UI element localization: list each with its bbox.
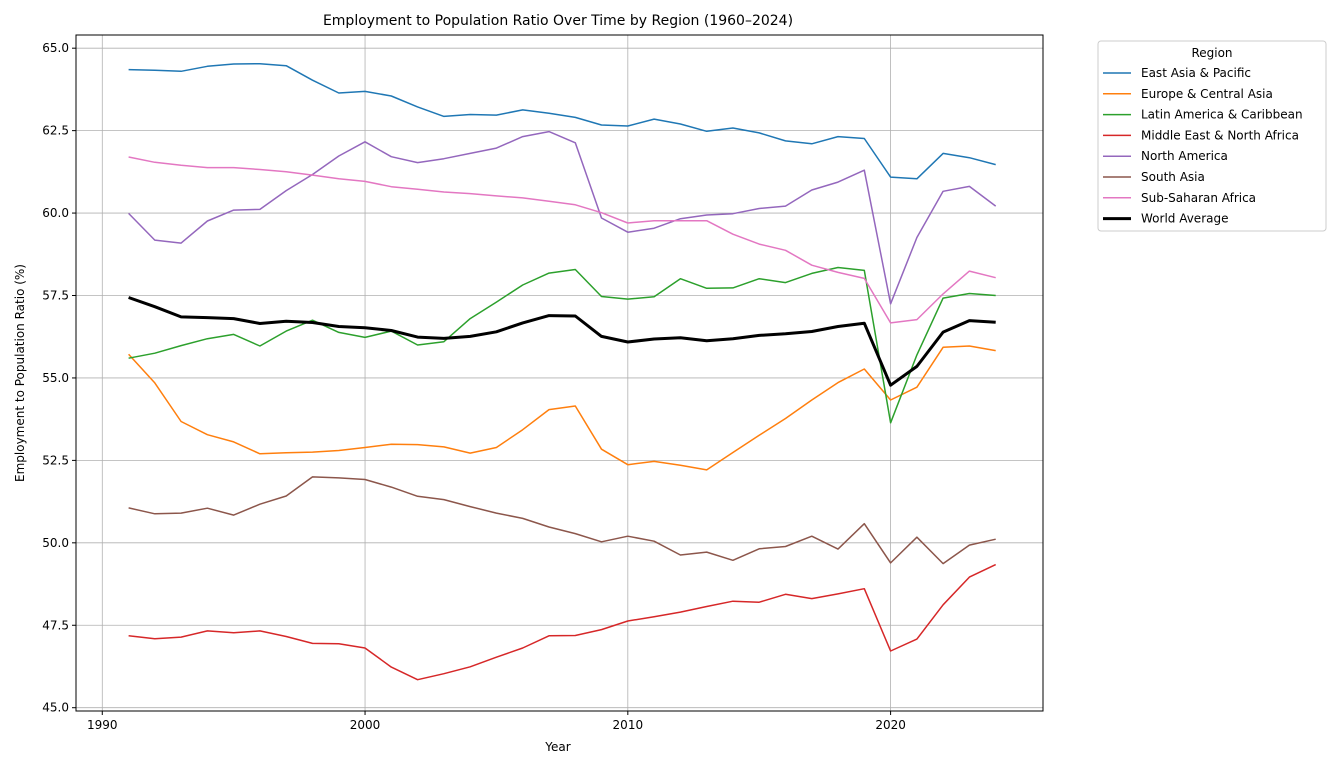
legend-frame [1097, 40, 1327, 232]
legend-label: Sub-Saharan Africa [1141, 191, 1256, 205]
axis-ticks: 1990 2000 2010 2020 45.0 47.5 50.0 52.5 55.0 57.5… [42, 41, 906, 732]
legend-title: Region [1191, 46, 1232, 60]
legend-item-east-asia-and-pacific: East Asia & Pacific [1103, 66, 1251, 80]
y-tick-label: 45.0 [42, 701, 69, 715]
legend-item-middle-east-and-north-africa: Middle East & North Africa [1103, 128, 1299, 142]
x-tick-label: 2020 [875, 718, 906, 732]
y-tick-label: 62.5 [42, 124, 69, 138]
y-tick-label: 55.0 [42, 371, 69, 385]
legend-item-latin-america-and-caribbean: Latin America & Caribbean [1103, 108, 1303, 122]
x-tick-label: 2010 [613, 718, 644, 732]
series-lines [128, 62, 997, 681]
y-tick-label: 47.5 [42, 618, 69, 632]
x-axis-label: Year [544, 740, 570, 754]
legend-label: Latin America & Caribbean [1141, 108, 1303, 122]
series-line-europe-and-central-asia [128, 345, 996, 471]
legend-item-world-average: World Average [1103, 212, 1228, 226]
series-line-sub-saharan-africa [128, 156, 996, 324]
legend-item-north-america: North America [1103, 149, 1228, 163]
legend-label: North America [1141, 149, 1228, 163]
x-tick-label: 2000 [350, 718, 381, 732]
gridlines [76, 35, 1043, 711]
legend-label: Middle East & North Africa [1141, 128, 1299, 142]
series-line-east-asia-and-pacific [128, 62, 996, 180]
legend-item-south-asia: South Asia [1103, 170, 1205, 184]
y-tick-label: 50.0 [42, 536, 69, 550]
y-tick-label: 60.0 [42, 206, 69, 220]
legend-items: East Asia & Pacific Europe & Central Asia… [1103, 66, 1303, 226]
y-tick-label: 65.0 [42, 41, 69, 55]
legend: Region East Asia & Pacific Europe & Centr… [1097, 40, 1327, 232]
y-tick-label: 57.5 [42, 289, 69, 303]
plot-area [75, 34, 1044, 712]
y-axis-label: Employment to Population Ratio (%) [13, 264, 27, 482]
legend-label: South Asia [1141, 170, 1205, 184]
legend-item-sub-saharan-africa: Sub-Saharan Africa [1103, 191, 1256, 205]
legend-label: East Asia & Pacific [1141, 66, 1251, 80]
legend-label: World Average [1141, 212, 1228, 226]
series-line-middle-east-and-north-africa [128, 563, 997, 681]
legend-item-europe-and-central-asia: Europe & Central Asia [1103, 87, 1273, 101]
y-tick-label: 52.5 [42, 453, 69, 467]
series-line-north-america [128, 130, 997, 305]
series-line-world-average [128, 296, 996, 387]
series-line-latin-america-and-caribbean [128, 266, 996, 424]
chart-title: Employment to Population Ratio Over Time… [323, 13, 793, 29]
series-line-south-asia [128, 476, 996, 565]
x-tick-label: 1990 [87, 718, 118, 732]
legend-label: Europe & Central Asia [1141, 87, 1273, 101]
